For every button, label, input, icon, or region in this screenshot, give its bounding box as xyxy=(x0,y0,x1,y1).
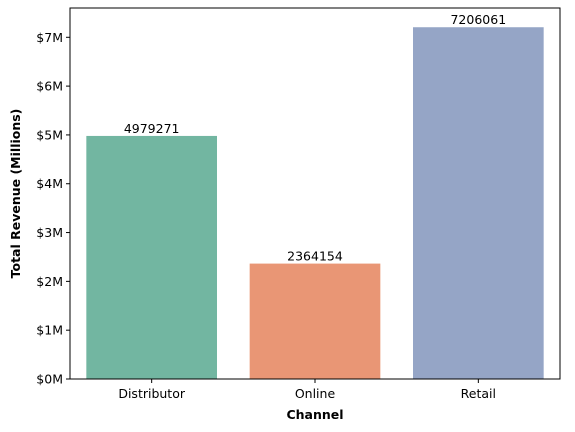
bar-retail xyxy=(413,27,544,380)
data-label-online: 2364154 xyxy=(287,249,343,264)
y-tick-label: $0M xyxy=(36,372,63,387)
data-label-distributor: 4979271 xyxy=(124,121,180,136)
x-tick-label: Online xyxy=(295,386,336,401)
x-tick-label: Retail xyxy=(461,386,496,401)
bar-distributor xyxy=(86,135,217,379)
y-tick-label: $6M xyxy=(36,79,63,94)
y-axis: $0M $1M $2M $3M $4M $5M $6M $7M xyxy=(36,30,70,387)
x-tick-label: Distributor xyxy=(118,386,186,401)
plot-frame xyxy=(69,7,561,380)
y-tick-label: $7M xyxy=(36,30,63,45)
bar-online xyxy=(249,263,381,379)
x-axis: Distributor Online Retail xyxy=(118,379,496,401)
y-axis-title: Total Revenue (Millions) xyxy=(8,109,23,279)
y-tick-label: $2M xyxy=(36,274,63,289)
y-tick-label: $4M xyxy=(36,176,63,191)
y-tick-label: $1M xyxy=(36,323,63,338)
y-tick-label: $3M xyxy=(36,225,63,240)
bars-layer xyxy=(86,27,544,380)
x-axis-title: Channel xyxy=(286,407,343,422)
data-label-retail: 7206061 xyxy=(450,12,506,27)
y-tick-label: $5M xyxy=(36,127,63,142)
data-labels-layer: 4979271 2364154 7206061 xyxy=(124,12,506,263)
